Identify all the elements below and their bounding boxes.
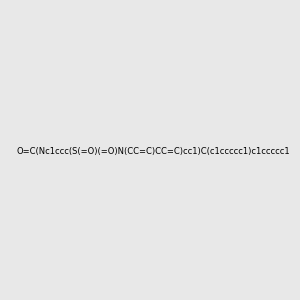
Text: O=C(Nc1ccc(S(=O)(=O)N(CC=C)CC=C)cc1)C(c1ccccc1)c1ccccc1: O=C(Nc1ccc(S(=O)(=O)N(CC=C)CC=C)cc1)C(c1… [17,147,291,156]
